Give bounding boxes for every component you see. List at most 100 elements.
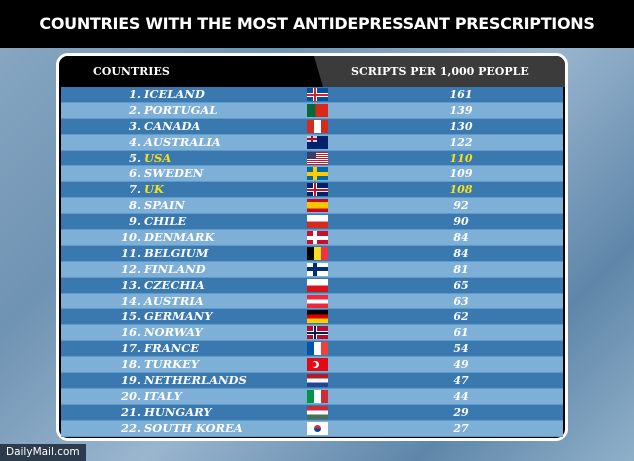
page-title: COUNTRIES WITH THE MOST ANTIDEPRESSANT P… [0,0,634,48]
rank: 22. [120,420,141,435]
country-name: HUNGARY [144,404,212,419]
norway-flag-icon [307,326,328,340]
table-row: 19. NETHERLANDS 47 [61,373,563,389]
table-row: 12. FINLAND 81 [61,261,563,278]
rank: 18. [120,357,141,372]
rank: 16. [120,325,141,340]
rank: 2. [128,102,141,117]
country-name: AUSTRALIA [144,134,221,149]
country-name: FRANCE [144,341,200,356]
rank: 7. [128,182,141,197]
belgium-flag-icon [307,246,328,260]
hungary-flag-icon [307,405,328,419]
scripts-value: 84 [453,246,469,260]
canada-flag-icon [307,119,328,133]
netherlands-flag-icon [307,374,328,388]
rank: 8. [128,198,141,213]
country-name: CZECHIA [144,277,205,292]
uk-flag-icon [307,183,328,197]
country-name: BELGIUM [144,245,209,260]
country-name: NORWAY [144,325,203,340]
country-name: UK [144,182,165,197]
table-row: 18. TURKEY 49 [61,357,563,374]
table-header: COUNTRIES SCRIPTS PER 1,000 PEOPLE [59,56,565,87]
rank: 15. [120,309,141,324]
country-name: GERMANY [144,309,213,324]
austria-flag-icon [307,294,328,308]
country-name: FINLAND [144,261,206,276]
scripts-value: 29 [453,405,469,419]
table-row: 7. UK 108 [61,182,563,199]
rank: 17. [120,341,141,356]
table-row: 21. HUNGARY 29 [61,404,563,421]
rank: 9. [128,214,141,229]
south-korea-flag-icon [307,421,328,435]
italy-flag-icon [307,389,328,403]
scripts-value: 49 [453,358,469,372]
country-name: DENMARK [144,230,215,245]
scripts-value: 92 [453,199,469,213]
rank: 21. [120,404,141,419]
table-row: 17. FRANCE 54 [61,341,563,358]
scripts-value: 63 [453,294,469,308]
country-name: SWEDEN [144,166,204,181]
portugal-flag-icon [307,103,328,117]
country-name: SPAIN [144,198,185,213]
scripts-value: 139 [449,103,473,117]
scripts-value: 62 [453,310,469,324]
scripts-value: 44 [453,389,469,403]
source-logo: DailyMail.com [0,444,86,461]
table-row: 10. DENMARK 84 [61,230,563,246]
table-row: 4. AUSTRALIA 122 [61,134,563,151]
rank: 14. [120,293,141,308]
table-row: 13. CZECHIA 65 [61,277,563,294]
country-name: NETHERLANDS [144,373,247,388]
sweden-flag-icon [307,167,328,181]
table-row: 3. CANADA 130 [61,118,563,135]
table-row: 5. USA 110 [61,150,563,167]
table-row: 9. CHILE 90 [61,214,563,231]
turkey-flag-icon [307,358,328,372]
table-row: 22. SOUTH KOREA 27 [61,420,563,437]
chile-flag-icon [307,215,328,229]
spain-flag-icon [307,199,328,213]
rank: 6. [128,166,141,181]
country-name: CHILE [144,214,187,229]
rank: 20. [120,388,141,403]
country-name: CANADA [144,118,201,133]
scripts-value: 27 [453,421,469,435]
ranking-table: COUNTRIES SCRIPTS PER 1,000 PEOPLE 1. ICE… [56,53,568,441]
rank: 19. [120,373,141,388]
rank: 4. [128,134,141,149]
denmark-flag-icon [307,231,328,245]
table-row: 8. SPAIN 92 [61,198,563,215]
scripts-value: 81 [453,262,469,276]
country-name: ICELAND [144,87,205,101]
finland-flag-icon [307,262,328,276]
table-row: 15. GERMANY 62 [61,309,563,326]
scripts-value: 84 [453,231,469,245]
rank: 1. [128,87,141,101]
germany-flag-icon [307,310,328,324]
table-row: 20. ITALY 44 [61,388,563,405]
table-row: 11. BELGIUM 84 [61,245,563,262]
scripts-value: 90 [453,215,469,229]
scripts-value: 54 [453,342,469,356]
scripts-value: 122 [449,135,473,149]
rank: 12. [120,261,141,276]
table-row: 2. PORTUGAL 139 [61,102,563,119]
czechia-flag-icon [307,278,328,292]
australia-flag-icon [307,135,328,149]
country-name: AUSTRIA [144,293,204,308]
table-row: 14. AUSTRIA 63 [61,293,563,310]
scripts-value: 161 [449,88,473,101]
rank: 3. [128,118,141,133]
scripts-value: 130 [449,119,473,133]
column-header-scripts: SCRIPTS PER 1,000 PEOPLE [351,65,529,78]
table-row: 16. NORWAY 61 [61,325,563,342]
scripts-value: 47 [453,374,469,388]
scripts-value: 110 [449,151,473,165]
rank: 13. [120,277,141,292]
rank: 11. [120,245,141,260]
rank: 5. [128,150,141,165]
